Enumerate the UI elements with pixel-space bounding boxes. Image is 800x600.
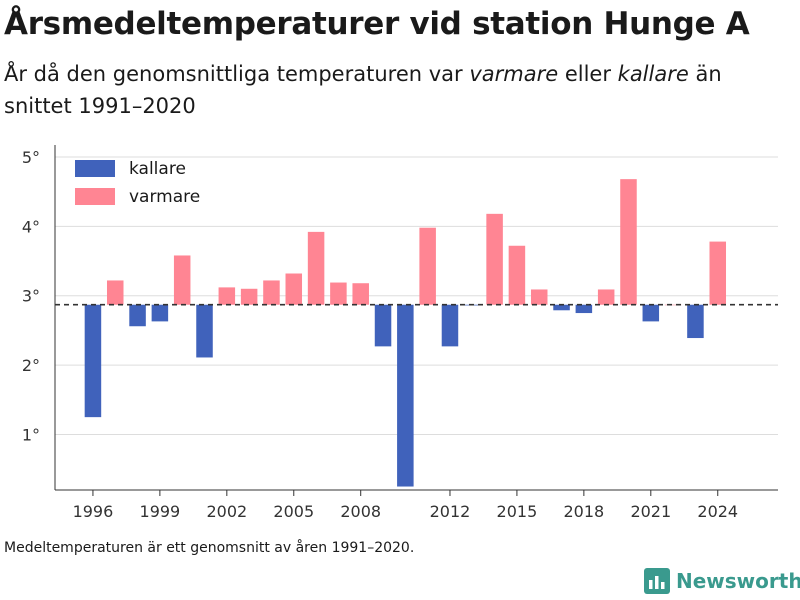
bar-2002: [218, 287, 236, 305]
footnote: Medeltemperaturen är ett genomsnitt av å…: [4, 540, 415, 556]
bar-2007: [330, 282, 347, 305]
bar-1999: [151, 304, 169, 322]
x-tick-label: 2012: [430, 502, 471, 521]
bar-2003: [240, 288, 258, 305]
brand-logo: Newsworthy: [644, 568, 800, 594]
axes: 1° 2° 3° 4° 5° 1996 1999 2002 2005 2008 2012 2015 20…: [22, 145, 778, 521]
bar-2015: [508, 245, 526, 305]
bar-2008: [352, 283, 369, 305]
legend-label-kallare: kallare: [129, 159, 186, 179]
x-tick-label: 1996: [73, 502, 114, 521]
bar-2000: [173, 255, 191, 305]
bar-2006: [307, 231, 325, 305]
bars: [84, 179, 727, 487]
y-tick-label: 5°: [22, 148, 40, 167]
subtitle-text-2: eller: [558, 62, 618, 86]
x-tick-label: 2015: [497, 502, 538, 521]
bar-2010: [397, 304, 414, 487]
legend: kallare varmare: [75, 159, 200, 207]
bar-2019: [597, 289, 615, 305]
x-tick-label: 2024: [697, 502, 738, 521]
bar-2005: [285, 273, 303, 305]
bar-2018: [575, 304, 593, 314]
subtitle-emphasis-warmer: varmare: [469, 62, 559, 86]
bar-2014: [486, 213, 503, 305]
chart-title: Årsmedeltemperaturer vid station Hunge A: [4, 6, 750, 42]
legend-label-varmare: varmare: [129, 187, 200, 207]
bar-1996: [84, 304, 102, 418]
bar-1998: [129, 304, 146, 327]
bar-chart-icon: [644, 568, 670, 594]
y-tick-label: 4°: [22, 217, 40, 236]
bar-2024: [709, 241, 727, 305]
subtitle-text-1: År då den genomsnittliga temperaturen va…: [4, 62, 470, 86]
subtitle-emphasis-colder: kallare: [617, 62, 689, 86]
bar-2004: [263, 280, 280, 305]
brand-name: Newsworthy: [676, 569, 800, 593]
bar-2009: [374, 304, 392, 347]
chart-subtitle: År då den genomsnittliga temperaturen va…: [4, 58, 784, 122]
bar-2022: [664, 304, 682, 306]
bar-2012: [441, 304, 459, 347]
bar-2020: [620, 179, 637, 305]
bar-2021: [642, 304, 660, 322]
bar-2001: [196, 304, 213, 358]
bar-2017: [553, 304, 570, 311]
x-tick-label: 2005: [273, 502, 314, 521]
temperature-bar-chart: 1° 2° 3° 4° 5° 1996 1999 2002 2005 2008 2012 2015 20…: [22, 145, 778, 521]
y-tick-label: 2°: [22, 356, 40, 375]
bar-2011: [419, 227, 436, 305]
bar-2023: [687, 304, 704, 339]
y-tick-label: 1°: [22, 425, 40, 444]
x-tick-label: 2008: [340, 502, 381, 521]
subtitle-text-3: än snittet 1991–2020: [4, 62, 722, 118]
x-tick-label: 1999: [140, 502, 181, 521]
x-tick-label: 2021: [630, 502, 671, 521]
legend-swatch-kallare: [75, 160, 115, 177]
x-tick-label: 2018: [564, 502, 605, 521]
legend-swatch-varmare: [75, 188, 115, 205]
bar-2016: [530, 289, 548, 305]
x-tick-label: 2002: [206, 502, 247, 521]
bar-1997: [106, 280, 124, 305]
y-tick-label: 3°: [22, 287, 40, 306]
